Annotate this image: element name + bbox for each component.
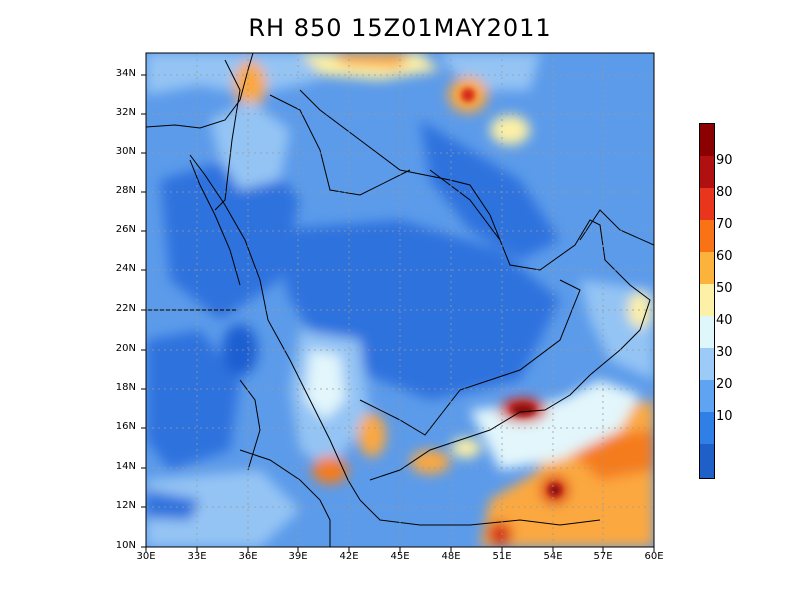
colorbar-label-90: 90 — [716, 153, 733, 168]
grid-lines — [146, 53, 654, 547]
lat-label-26n: 26N — [115, 224, 136, 235]
colorbar-label-70: 70 — [716, 217, 733, 232]
lat-label-30n: 30N — [115, 146, 136, 157]
lat-label-12n: 12N — [115, 500, 136, 511]
colorbar-segment — [700, 188, 714, 220]
lat-label-14n: 14N — [115, 461, 136, 472]
lat-label-22n: 22N — [115, 303, 136, 314]
colorbar-segment — [700, 316, 714, 348]
lat-label-16n: 16N — [115, 421, 136, 432]
lat-label-20n: 20N — [115, 343, 136, 354]
colorbar-label-30: 30 — [716, 345, 733, 360]
map-title: RH 850 15Z01MAY2011 — [248, 14, 552, 42]
colorbar-label-20: 20 — [716, 377, 733, 392]
colorbar-segment — [700, 252, 714, 284]
colorbar-segment — [700, 156, 714, 188]
lon-label-48e: 48E — [441, 551, 461, 562]
colorbar-label-10: 10 — [716, 409, 733, 424]
axis-ticks — [141, 74, 655, 552]
colorbar-label-80: 80 — [716, 185, 733, 200]
coastlines — [146, 53, 654, 547]
lon-label-45e: 45E — [390, 551, 410, 562]
colorbar-segment — [700, 284, 714, 316]
lat-label-32n: 32N — [115, 107, 136, 118]
lon-label-30e: 30E — [136, 551, 156, 562]
lon-label-42e: 42E — [339, 551, 359, 562]
lat-label-34n: 34N — [115, 68, 136, 79]
colorbar-label-40: 40 — [716, 313, 733, 328]
colorbar-segment — [700, 220, 714, 252]
lon-label-51e: 51E — [492, 551, 512, 562]
colorbar-segment — [700, 444, 714, 478]
colorbar-segment — [700, 412, 714, 444]
colorbar-label-50: 50 — [716, 281, 733, 296]
colorbar-label-60: 60 — [716, 249, 733, 264]
lon-label-33e: 33E — [187, 551, 207, 562]
lon-label-57e: 57E — [593, 551, 613, 562]
lon-label-36e: 36E — [238, 551, 258, 562]
lon-label-60e: 60E — [644, 551, 664, 562]
lat-label-10n: 10N — [115, 540, 136, 551]
lat-label-24n: 24N — [115, 263, 136, 274]
lat-label-28n: 28N — [115, 185, 136, 196]
rh-field — [146, 53, 654, 547]
colorbar-segment — [700, 124, 714, 156]
colorbar-segment — [700, 380, 714, 412]
lat-label-18n: 18N — [115, 382, 136, 393]
colorbar — [699, 123, 715, 479]
lon-label-54e: 54E — [543, 551, 563, 562]
lon-label-39e: 39E — [288, 551, 308, 562]
colorbar-segment — [700, 348, 714, 380]
